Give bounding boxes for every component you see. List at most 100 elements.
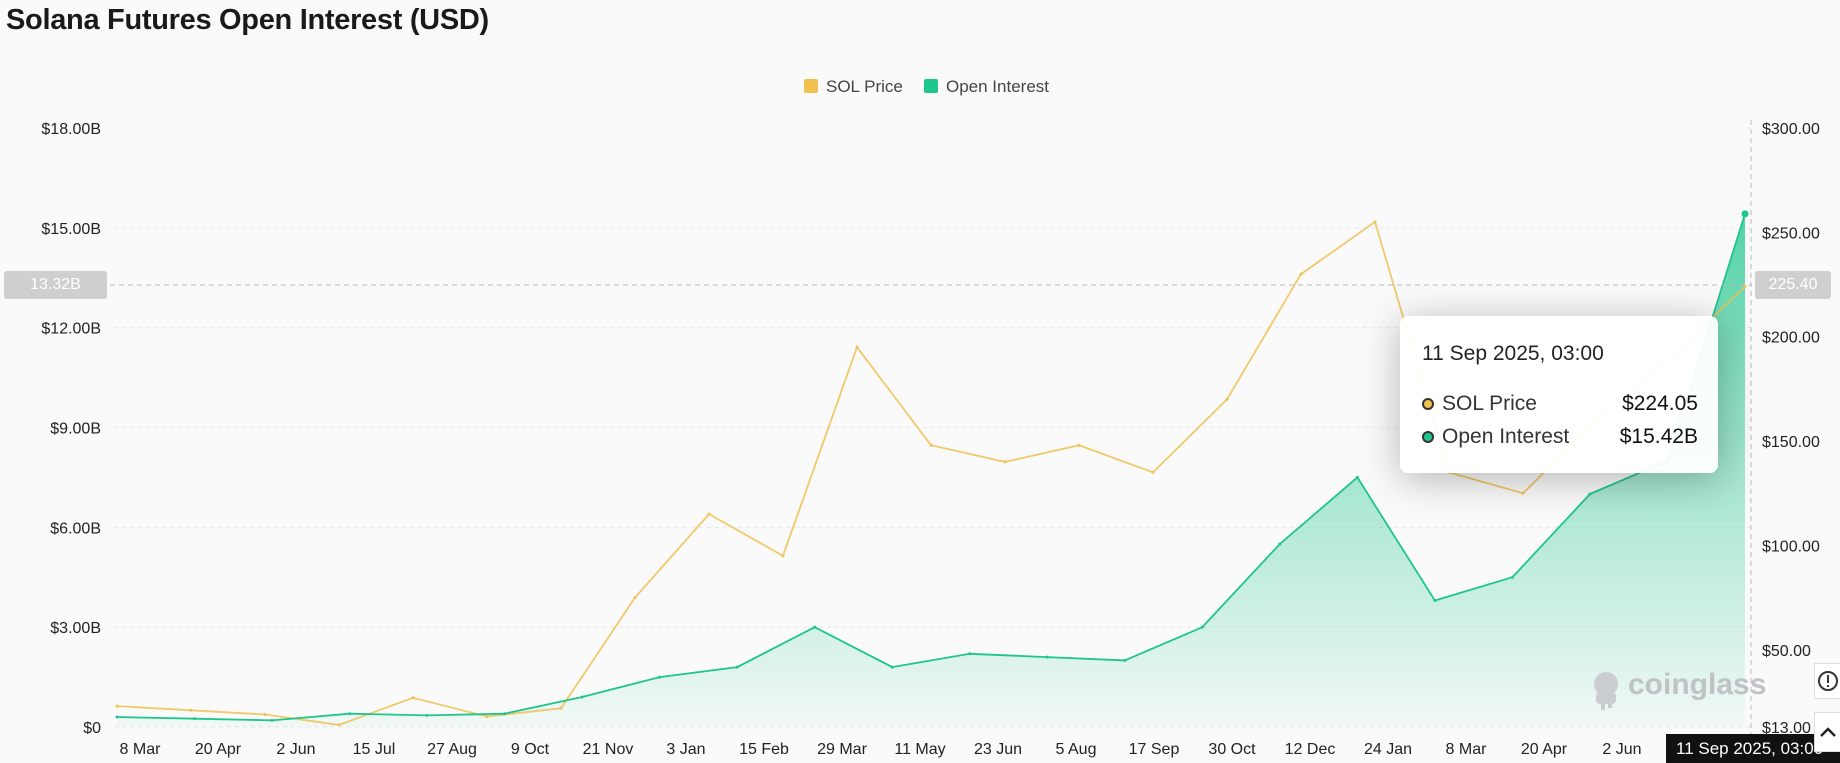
open-interest-point bbox=[1588, 492, 1592, 496]
sol-price-point bbox=[1743, 285, 1747, 289]
sol-price-point bbox=[1373, 220, 1377, 224]
y-left-tick: $15.00B bbox=[41, 221, 101, 238]
x-tick: 8 Mar bbox=[120, 741, 162, 758]
x-tick: 29 Mar bbox=[817, 741, 867, 758]
sol-price-point bbox=[781, 554, 785, 558]
open-interest-point bbox=[1200, 625, 1204, 629]
open-interest-point bbox=[425, 713, 429, 717]
sol-price-point bbox=[1521, 491, 1525, 495]
tooltip-price-dot bbox=[1422, 398, 1434, 410]
open-interest-point bbox=[1123, 658, 1127, 662]
coinglass-logo-icon bbox=[1594, 672, 1618, 710]
tooltip-date: 11 Sep 2025, 03:00 bbox=[1422, 342, 1604, 365]
watermark: coinglass bbox=[1628, 668, 1767, 701]
crosshair-left-value: 13.32B bbox=[4, 271, 107, 299]
crosshair-date-badge: 11 Sep 2025, 03:00 bbox=[1666, 734, 1840, 763]
x-tick: 12 Dec bbox=[1285, 741, 1336, 758]
tooltip-oi-label: Open Interest bbox=[1442, 425, 1570, 448]
legend-label: SOL Price bbox=[826, 77, 903, 96]
x-tick: 27 Aug bbox=[427, 741, 477, 758]
tooltip-row-oi: Open Interest $15.42B bbox=[1422, 425, 1698, 449]
open-interest-point bbox=[348, 712, 352, 716]
sol-price-point bbox=[485, 715, 489, 719]
legend-label: Open Interest bbox=[946, 77, 1049, 96]
open-interest-fill bbox=[117, 213, 1745, 727]
open-interest-point bbox=[968, 652, 972, 656]
open-interest-point bbox=[1045, 655, 1049, 659]
x-tick: 21 Nov bbox=[583, 741, 634, 758]
crosshair bbox=[110, 120, 1752, 735]
open-interest-point bbox=[503, 712, 507, 716]
tooltip-row-price: SOL Price $224.05 bbox=[1422, 392, 1698, 416]
open-interest-point bbox=[1433, 599, 1437, 603]
open-interest-point bbox=[580, 695, 584, 699]
page-title: Solana Futures Open Interest (USD) bbox=[6, 4, 489, 36]
sol-price-point bbox=[1003, 460, 1007, 464]
series-lines bbox=[115, 212, 1747, 727]
sol-price-point bbox=[1225, 397, 1229, 401]
tooltip-oi-value: $15.42B bbox=[1619, 425, 1698, 448]
y-right-tick: $200.00 bbox=[1762, 330, 1820, 347]
open-interest-line bbox=[116, 213, 1746, 722]
x-tick: 15 Jul bbox=[353, 741, 396, 758]
sol-price-point bbox=[707, 512, 711, 516]
x-tick: 2 Jun bbox=[276, 741, 315, 758]
x-tick: 9 Oct bbox=[511, 741, 550, 758]
open-interest-area bbox=[117, 213, 1745, 727]
x-tick: 23 Jun bbox=[974, 741, 1022, 758]
sol-price-point bbox=[1151, 470, 1155, 474]
x-tick: 20 Apr bbox=[195, 741, 242, 758]
sol-price-point bbox=[115, 704, 119, 708]
x-tick: 3 Jan bbox=[666, 741, 705, 758]
open-interest-point bbox=[193, 717, 197, 721]
chevron-up-icon[interactable] bbox=[1814, 712, 1840, 752]
sol-price-point bbox=[337, 723, 341, 727]
data-tooltip: 11 Sep 2025, 03:00 SOL Price $224.05 Ope… bbox=[1400, 316, 1718, 473]
open-interest-point bbox=[890, 665, 894, 669]
y-left-tick: $3.00B bbox=[50, 620, 101, 637]
x-tick: 11 May bbox=[894, 741, 945, 758]
sol-price-point bbox=[633, 596, 637, 600]
open-interest-point bbox=[1278, 542, 1282, 546]
y-left-tick: $18.00B bbox=[41, 121, 101, 138]
crosshair-right-value: 225.40 bbox=[1755, 271, 1831, 299]
sol-price-point bbox=[189, 708, 193, 712]
open-interest-point bbox=[1355, 475, 1359, 479]
y-left-tick: $9.00B bbox=[50, 421, 101, 438]
sol-price-point bbox=[1299, 272, 1303, 276]
x-tick: 5 Aug bbox=[1056, 741, 1097, 758]
x-tick: 2 Jun bbox=[1602, 741, 1641, 758]
sol-price-point bbox=[929, 443, 933, 447]
x-tick: 8 Mar bbox=[1446, 741, 1488, 758]
open-interest-point bbox=[270, 718, 274, 722]
y-right-tick: $300.00 bbox=[1762, 121, 1820, 138]
sol-price-point bbox=[411, 696, 415, 700]
sol-price-point bbox=[1077, 443, 1081, 447]
tooltip-price-label: SOL Price bbox=[1442, 392, 1537, 415]
alert-icon[interactable] bbox=[1814, 663, 1840, 699]
y-left-tick: $6.00B bbox=[50, 520, 101, 537]
open-interest-point bbox=[813, 625, 817, 629]
tooltip-oi-dot bbox=[1422, 431, 1434, 443]
tooltip-price-value: $224.05 bbox=[1622, 392, 1698, 415]
x-tick: 30 Oct bbox=[1208, 741, 1256, 758]
x-tick: 15 Feb bbox=[739, 741, 789, 758]
y-right-tick: $250.00 bbox=[1762, 225, 1820, 242]
x-tick: 17 Sep bbox=[1129, 741, 1180, 758]
sol-price-point bbox=[263, 712, 267, 716]
x-tick: 24 Jan bbox=[1364, 741, 1412, 758]
x-tick: 20 Apr bbox=[1521, 741, 1568, 758]
y-right-tick: $100.00 bbox=[1762, 538, 1820, 555]
open-interest-point bbox=[1510, 575, 1514, 579]
open-interest-point bbox=[658, 675, 662, 679]
y-right-tick: $50.00 bbox=[1762, 643, 1811, 660]
open-interest-point bbox=[115, 715, 119, 719]
open-interest-point bbox=[735, 665, 739, 669]
legend-swatch bbox=[804, 79, 818, 93]
y-right-tick: $13.00 bbox=[1762, 720, 1811, 737]
crosshair-point bbox=[1741, 210, 1749, 218]
y-left-tick: $12.00B bbox=[41, 321, 101, 338]
y-right-tick: $150.00 bbox=[1762, 434, 1820, 451]
legend: SOL Price Open Interest bbox=[804, 77, 1049, 96]
legend-swatch bbox=[924, 79, 938, 93]
